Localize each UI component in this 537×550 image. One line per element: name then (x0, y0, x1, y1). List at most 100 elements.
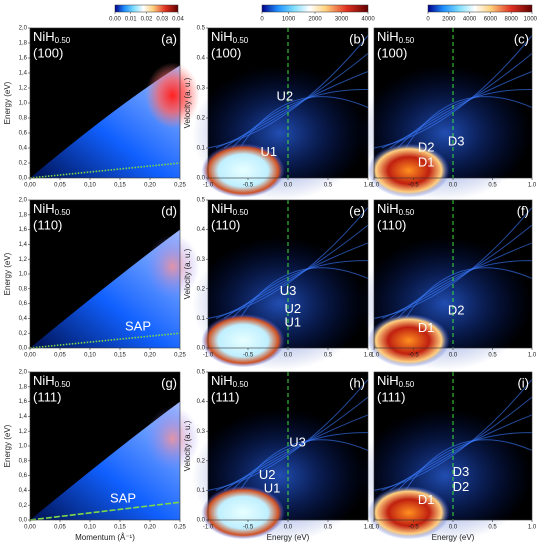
x-tick-label: -0.5 (243, 183, 254, 189)
dispersion-curve (231, 432, 369, 491)
annotation: D1 (418, 492, 435, 507)
panel-label: (b) (349, 31, 365, 46)
intensity-hotspot (145, 234, 200, 300)
y-tick-label: 2,0 (19, 26, 28, 32)
colorbar-tick-label: 2000 (442, 17, 456, 23)
y-tick-label: 0.3 (197, 86, 206, 92)
x-tick-label: -1.0 (203, 183, 214, 189)
panel-title-sub: 0.50 (233, 380, 249, 389)
intensity-hotspot (145, 406, 200, 472)
dispersion-curve (223, 71, 369, 149)
y-tick-label: 2,0 (19, 370, 28, 376)
x-tick-label: 0,10 (84, 525, 96, 531)
y-tick-label: 0.1 (197, 146, 206, 152)
y-tick-label: 0,0 (19, 518, 28, 524)
panel-label: (d) (161, 203, 177, 218)
y-tick-label: 0,6 (19, 131, 28, 137)
dispersion-curve (231, 88, 369, 149)
colorbar-tick-label: 0.03 (156, 17, 168, 23)
y-tick-label: 0.1 (197, 316, 206, 322)
panel-subtitle: (110) (211, 217, 240, 232)
colorbar-tick-label: 0.00 (109, 17, 121, 23)
x-tick-label: -1.0 (203, 353, 214, 359)
panel-title: NiH0.50 (377, 29, 415, 45)
x-axis-label: Momentum (Å⁻¹) (75, 533, 135, 542)
panel-label: (f) (517, 203, 529, 218)
sap-line (29, 162, 181, 179)
panel-title-sub: 0.50 (399, 380, 415, 389)
panel-title-sub: 0.50 (55, 36, 71, 45)
dispersion-curve (223, 414, 369, 491)
y-tick-label: 0,4 (19, 146, 28, 152)
x-tick-label: 0,15 (114, 183, 126, 189)
panel-title-main: NiH (377, 29, 399, 44)
y-tick-label: 0.4 (197, 227, 206, 233)
intensity-region (30, 65, 180, 178)
dispersion-curve (215, 224, 369, 319)
panel-subtitle: (111) (33, 389, 61, 404)
panel-title-sub: 0.50 (55, 380, 71, 389)
y-tick-label: 0.4 (197, 56, 206, 62)
panel-title: NiH0.50 (33, 373, 71, 389)
panel-title-sub: 0.50 (233, 208, 249, 217)
x-tick-label: -0.5 (408, 525, 419, 531)
x-tick-label: 0,00 (24, 353, 36, 359)
panel-title: NiH0.50 (211, 29, 249, 45)
colorbar-tick-label: 1000 (282, 17, 296, 23)
panel-subtitle: (100) (33, 45, 63, 60)
y-tick-label: 0,8 (19, 286, 28, 292)
panel-title-main: NiH (377, 373, 399, 388)
annotation: U2 (276, 88, 293, 103)
x-tick-label: 0,25 (174, 525, 186, 531)
x-tick-label: 1.0 (528, 525, 537, 531)
y-tick-label: 0.2 (197, 458, 206, 464)
x-tick-label: 1.0 (364, 525, 373, 531)
panel-subtitle: (110) (377, 217, 406, 232)
intensity-region (30, 229, 180, 348)
y-tick-label: 1,8 (19, 41, 28, 47)
y-tick-label: 0,8 (19, 458, 28, 464)
x-tick-label: -1.0 (369, 353, 380, 359)
annotation: U1 (264, 480, 281, 495)
x-tick-label: 0,05 (54, 525, 66, 531)
y-tick-label: 0,2 (19, 503, 28, 509)
y-tick-label: 0,2 (19, 161, 28, 167)
x-tick-label: -0.5 (408, 353, 419, 359)
y-tick-label: 0.2 (197, 116, 206, 122)
intensity-blob (367, 485, 450, 540)
y-axis-label: Velocity (a. u.) (183, 420, 192, 471)
panel-title-main: NiH (33, 201, 55, 216)
dispersion-curve (231, 260, 369, 319)
x-tick-label: 0.5 (488, 183, 497, 189)
x-tick-label: 0.5 (488, 353, 497, 359)
annotation: D1 (418, 154, 435, 169)
sap-line (29, 332, 181, 349)
x-tick-label: 1.0 (364, 183, 373, 189)
colorbar-tick-label: 8000 (505, 17, 519, 23)
y-tick-label: 1,2 (19, 86, 28, 92)
panel-title: NiH0.50 (377, 373, 415, 389)
panel-subtitle: (111) (211, 389, 239, 404)
x-tick-label: 0,10 (84, 183, 96, 189)
dispersion-curve (397, 432, 533, 491)
x-tick-label: 0,05 (54, 183, 66, 189)
x-tick-label: 0.5 (488, 525, 497, 531)
colorbar (114, 4, 179, 13)
annotation: U2 (259, 467, 276, 482)
panel-subtitle: (100) (211, 45, 241, 60)
x-tick-label: -0.5 (408, 183, 419, 189)
x-tick-label: -0.5 (243, 525, 254, 531)
y-tick-label: 0.3 (197, 429, 206, 435)
panel-title: NiH0.50 (211, 373, 249, 389)
x-tick-label: 0.5 (324, 353, 333, 359)
dispersion-curve (223, 242, 369, 319)
colorbar-tick-label: 0.02 (141, 17, 153, 23)
dispersion-curve (405, 439, 533, 491)
colorbar-tick-label: 6000 (484, 17, 498, 23)
annotation: D2 (448, 302, 465, 317)
dispersion-curve (381, 396, 533, 491)
y-tick-label: 2,0 (19, 198, 28, 204)
x-tick-label: 0,00 (24, 183, 36, 189)
y-axis-label: Velocity (a. u.) (183, 248, 192, 299)
